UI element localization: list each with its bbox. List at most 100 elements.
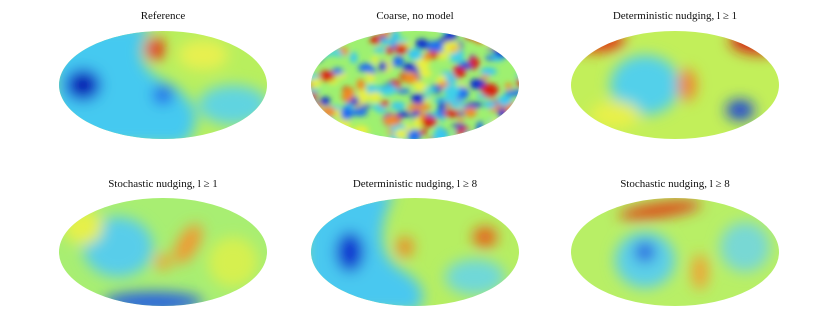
texture	[349, 51, 358, 64]
texture	[407, 48, 423, 61]
texture	[509, 33, 519, 41]
texture	[418, 69, 432, 78]
texture	[312, 110, 323, 121]
map-panel	[300, 21, 519, 149]
texture	[485, 138, 504, 139]
texture	[359, 104, 372, 109]
map-panel	[59, 31, 267, 139]
texture	[500, 114, 516, 123]
texture	[440, 71, 455, 76]
texture	[464, 107, 477, 118]
texture	[311, 122, 315, 130]
texture	[300, 23, 311, 28]
texture	[481, 83, 499, 98]
texture	[311, 47, 320, 59]
texture	[311, 32, 316, 37]
texture	[325, 117, 334, 130]
texture	[311, 100, 316, 110]
texture	[459, 136, 476, 139]
texture	[444, 31, 457, 42]
texture	[311, 89, 322, 94]
texture	[488, 32, 502, 41]
texture	[352, 125, 369, 137]
texture	[499, 124, 517, 138]
texture	[470, 136, 478, 139]
texture	[394, 44, 408, 54]
texture	[329, 39, 336, 48]
texture	[311, 41, 322, 53]
texture	[442, 40, 460, 54]
texture	[311, 45, 327, 60]
texture	[432, 130, 449, 139]
texture	[311, 31, 325, 32]
map-panel	[571, 198, 779, 306]
texture	[485, 55, 495, 61]
texture	[483, 101, 497, 109]
texture	[340, 118, 351, 133]
texture	[492, 35, 505, 49]
texture	[480, 67, 497, 76]
texture	[479, 31, 492, 37]
texture	[491, 117, 500, 128]
texture	[510, 137, 517, 139]
texture	[413, 116, 422, 130]
texture	[415, 38, 429, 50]
texture	[494, 45, 510, 58]
texture	[390, 31, 401, 39]
texture	[364, 138, 383, 139]
panel-title: Stochastic nudging, l ≥ 8	[620, 178, 730, 190]
texture	[495, 37, 508, 42]
texture	[503, 126, 519, 133]
texture	[466, 102, 484, 107]
texture	[477, 129, 495, 139]
texture	[318, 31, 331, 35]
texture	[356, 78, 366, 91]
texture	[443, 109, 460, 118]
texture	[385, 46, 393, 55]
texture	[303, 139, 311, 149]
texture	[383, 115, 399, 126]
texture	[402, 62, 418, 72]
texture	[469, 78, 486, 90]
texture	[487, 123, 501, 129]
texture	[500, 46, 514, 52]
texture	[392, 38, 409, 43]
texture	[510, 104, 519, 117]
texture	[411, 93, 426, 105]
texture	[344, 31, 356, 35]
texture	[420, 116, 437, 128]
texture	[484, 39, 503, 48]
texture	[317, 70, 335, 82]
texture	[438, 31, 450, 33]
texture	[422, 53, 433, 61]
texture	[394, 128, 407, 139]
texture	[366, 142, 372, 147]
texture	[300, 132, 309, 138]
texture	[378, 61, 388, 72]
texture	[476, 21, 491, 29]
texture	[390, 101, 406, 110]
texture	[497, 108, 504, 118]
texture	[329, 36, 341, 42]
texture	[452, 137, 469, 139]
texture	[407, 140, 414, 148]
texture	[463, 130, 473, 139]
texture	[385, 22, 396, 30]
texture	[451, 123, 466, 128]
texture	[504, 117, 512, 127]
texture	[456, 63, 473, 68]
panel-title: Coarse, no model	[376, 10, 453, 22]
texture	[485, 31, 495, 41]
texture	[396, 111, 411, 118]
texture	[368, 91, 381, 103]
texture	[509, 116, 519, 126]
texture	[321, 106, 336, 118]
texture	[476, 138, 490, 139]
texture	[456, 134, 469, 139]
texture	[356, 31, 373, 35]
texture	[504, 21, 512, 29]
texture	[392, 55, 405, 67]
texture	[457, 117, 464, 123]
texture	[441, 96, 455, 104]
